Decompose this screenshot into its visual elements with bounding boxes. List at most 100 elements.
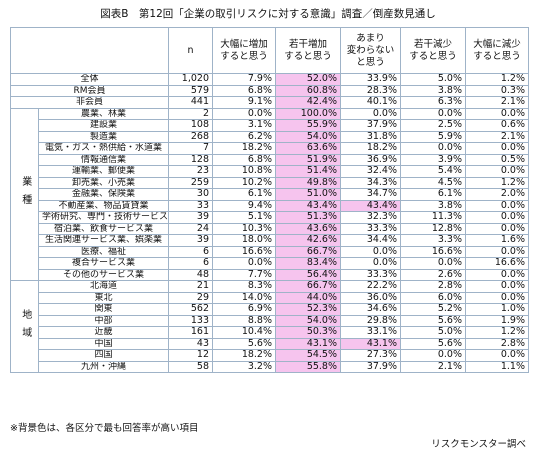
cell: 40.1%	[340, 96, 401, 109]
cell: 108	[168, 119, 213, 132]
cell: 0.0%	[465, 142, 529, 155]
cell: 0.0%	[465, 165, 529, 178]
cell: 51.3%	[275, 211, 341, 224]
cell: 10.3%	[212, 222, 276, 235]
cell: 66.7%	[275, 280, 341, 293]
cell: 51.4%	[275, 165, 341, 178]
cell: 1.1%	[465, 360, 529, 373]
cell: 0.5%	[465, 153, 529, 166]
cell: 2	[168, 107, 213, 120]
group-label: 地域	[10, 280, 39, 373]
cell: 6.8%	[212, 153, 276, 166]
cell: 0.6%	[465, 119, 529, 132]
cell: 0.0%	[465, 107, 529, 120]
cell: 43.4%	[275, 199, 341, 212]
cell: 30	[168, 188, 213, 201]
table-row: 九州・沖縄 58 3.2% 55.8% 37.9% 2.1% 1.1%	[11, 360, 529, 373]
cell: 9.4%	[212, 199, 276, 212]
cell: 259	[168, 176, 213, 189]
cell: 7	[168, 142, 213, 155]
table-row: 不動産業、物品賃貸業 33 9.4% 43.4% 43.4% 3.8% 0.0%	[11, 199, 529, 212]
cell: 21	[168, 280, 213, 293]
cell: 63.6%	[275, 142, 341, 155]
cell: 49.8%	[275, 176, 341, 189]
cell: 0.0%	[340, 245, 401, 258]
row-label: 中部	[38, 314, 169, 327]
row-label: 生活関連サービス業、娯楽業	[38, 234, 169, 247]
cell: 0.0%	[465, 280, 529, 293]
cell: 44.0%	[275, 291, 341, 304]
cell: 18.2%	[212, 349, 276, 362]
cell: 6	[168, 245, 213, 258]
cell: 8.8%	[212, 314, 276, 327]
table-row: 中部 133 8.8% 54.0% 29.8% 5.6% 1.9%	[11, 314, 529, 327]
cell: 2.5%	[400, 119, 466, 132]
cell: 12	[168, 349, 213, 362]
cell: 33.3%	[340, 222, 401, 235]
cell: 8.3%	[212, 280, 276, 293]
cell: 1,020	[168, 73, 213, 86]
row-label: 医療、福祉	[38, 245, 169, 258]
cell: 48	[168, 268, 213, 281]
row-label: 全体	[10, 73, 169, 86]
cell: 5.2%	[400, 303, 466, 316]
cell: 34.6%	[340, 303, 401, 316]
cell: 0.0%	[400, 142, 466, 155]
cell: 36.9%	[340, 153, 401, 166]
cell: 33.9%	[340, 73, 401, 86]
cell: 5.9%	[400, 130, 466, 143]
cell: 7.9%	[212, 73, 276, 86]
cell: 14.0%	[212, 291, 276, 304]
cell: 43.6%	[275, 222, 341, 235]
table-row: 関東 562 6.9% 52.3% 34.6% 5.2% 1.0%	[11, 303, 529, 316]
row-label: 北海道	[38, 280, 169, 293]
table-row: 複合サービス業 6 0.0% 83.4% 0.0% 0.0% 16.6%	[11, 257, 529, 270]
cell: 33.3%	[340, 268, 401, 281]
cell: 18.2%	[212, 142, 276, 155]
cell: 9.1%	[212, 96, 276, 109]
table-row: 四国 12 18.2% 54.5% 27.3% 0.0% 0.0%	[11, 349, 529, 362]
cell: 2.1%	[400, 360, 466, 373]
column-header: あまり 変わらない と思う	[340, 27, 401, 74]
cell: 128	[168, 153, 213, 166]
row-label: 運輸業、郵便業	[38, 165, 169, 178]
cell: 6	[168, 257, 213, 270]
cell: 6.8%	[212, 84, 276, 97]
cell: 5.6%	[400, 314, 466, 327]
cell: 32.3%	[340, 211, 401, 224]
cell: 37.9%	[340, 360, 401, 373]
cell: 0.0%	[465, 211, 529, 224]
cell: 2.8%	[400, 280, 466, 293]
cell: 2.0%	[465, 188, 529, 201]
row-label: 四国	[38, 349, 169, 362]
row-label: 東北	[38, 291, 169, 304]
cell: 32.4%	[340, 165, 401, 178]
cell: 1.2%	[465, 326, 529, 339]
cell: 2.8%	[465, 337, 529, 350]
cell: 54.5%	[275, 349, 341, 362]
table-row: 東北 29 14.0% 44.0% 36.0% 6.0% 0.0%	[11, 291, 529, 304]
cell: 51.9%	[275, 153, 341, 166]
cell: 12.8%	[400, 222, 466, 235]
cell: 10.2%	[212, 176, 276, 189]
row-label: 近畿	[38, 326, 169, 339]
row-label: 学術研究、専門・技術サービス業	[38, 211, 169, 224]
source: リスクモンスター調べ	[431, 439, 526, 450]
cell: 34.4%	[340, 234, 401, 247]
cell: 23	[168, 165, 213, 178]
cell: 10.8%	[212, 165, 276, 178]
column-header: n	[168, 27, 213, 74]
row-label: 九州・沖縄	[38, 360, 169, 373]
cell: 268	[168, 130, 213, 143]
cell: 0.0%	[465, 291, 529, 304]
cell: 0.0%	[212, 257, 276, 270]
cell: 1.0%	[465, 303, 529, 316]
row-label: 中国	[38, 337, 169, 350]
cell: 42.6%	[275, 234, 341, 247]
table-row: RM会員 579 6.8% 60.8% 28.3% 3.8% 0.3%	[10, 84, 529, 97]
cell: 16.6%	[400, 245, 466, 258]
cell: 33	[168, 199, 213, 212]
cell: 1.9%	[465, 314, 529, 327]
cell: 1.2%	[465, 176, 529, 189]
cell: 3.3%	[400, 234, 466, 247]
